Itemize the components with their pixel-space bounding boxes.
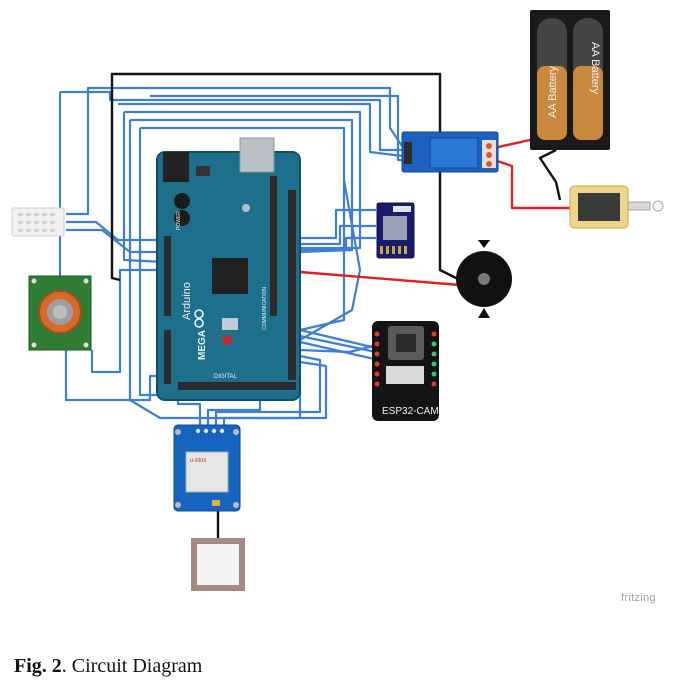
wire-dht-1 — [66, 86, 403, 216]
gps-module: u-blox — [173, 424, 241, 512]
wire-gnd-loop — [110, 72, 461, 282]
wire-dht-2 — [66, 220, 165, 242]
wire-esp8266-2 — [300, 224, 376, 246]
board-digital-label: DIGITAL — [214, 374, 238, 380]
wire-esp8266-1 — [300, 208, 376, 240]
board-model-label: MEGA — [197, 330, 208, 360]
board-brand-label: Arduino — [181, 282, 193, 320]
wire-left-loop-2 — [128, 120, 302, 420]
dht-sensor — [11, 207, 65, 237]
wire-dht-3 — [66, 228, 165, 254]
wire-top-5 — [140, 126, 346, 332]
wire-mq-1 — [40, 92, 62, 284]
battery-label-2: AA Battery — [589, 42, 601, 94]
figure-number: Fig. 2 — [14, 655, 62, 677]
buzzer — [456, 240, 512, 318]
wire-cam-5 — [299, 179, 362, 341]
arduino-mega-board: Arduino MEGA DIGITAL POWER COMMUNICATION — [156, 137, 301, 401]
wire-top-1 — [60, 90, 402, 152]
wire-gps-4 — [222, 360, 328, 428]
esp32-cam-module: ESP32-CAM — [372, 321, 439, 421]
solenoid-lock — [569, 185, 664, 229]
wire-relay-solenoid — [493, 158, 570, 210]
wire-top-6 — [150, 94, 402, 162]
battery-pack: AA Battery AA Battery — [530, 10, 610, 150]
gps-antenna — [191, 538, 245, 591]
arduino-infinity-logo — [194, 309, 204, 328]
wire-gps-2 — [206, 396, 262, 428]
wire-top-2 — [118, 102, 403, 158]
wire-gps-3 — [214, 354, 322, 428]
wire-mq-3 — [90, 268, 165, 374]
esp8266-module — [376, 202, 415, 259]
wire-mq-2 — [64, 350, 170, 402]
board-power-label: POWER — [176, 211, 182, 230]
gas-sensor-module — [28, 275, 92, 351]
gps-brand-label: u-blox — [190, 458, 206, 464]
relay-module — [401, 131, 499, 173]
circuit-diagram: Arduino MEGA DIGITAL POWER COMMUNICATION — [11, 10, 664, 591]
figure-caption: Fig. 2. Circuit Diagram — [14, 655, 202, 678]
wire-esp8266-3 — [300, 236, 376, 252]
wire-left-loop-1 — [122, 112, 166, 264]
battery-label-1: AA Battery — [547, 66, 559, 118]
figure-caption-text: . Circuit Diagram — [61, 655, 203, 677]
esp32-cam-label: ESP32-CAM — [382, 406, 439, 417]
wire-gnd-battery-solenoid — [538, 148, 562, 201]
board-communication-label: COMMUNICATION — [262, 287, 268, 330]
wire-buzzer — [299, 270, 461, 287]
fritzing-watermark: fritzing — [621, 592, 656, 604]
wire-top-3 — [124, 110, 362, 250]
